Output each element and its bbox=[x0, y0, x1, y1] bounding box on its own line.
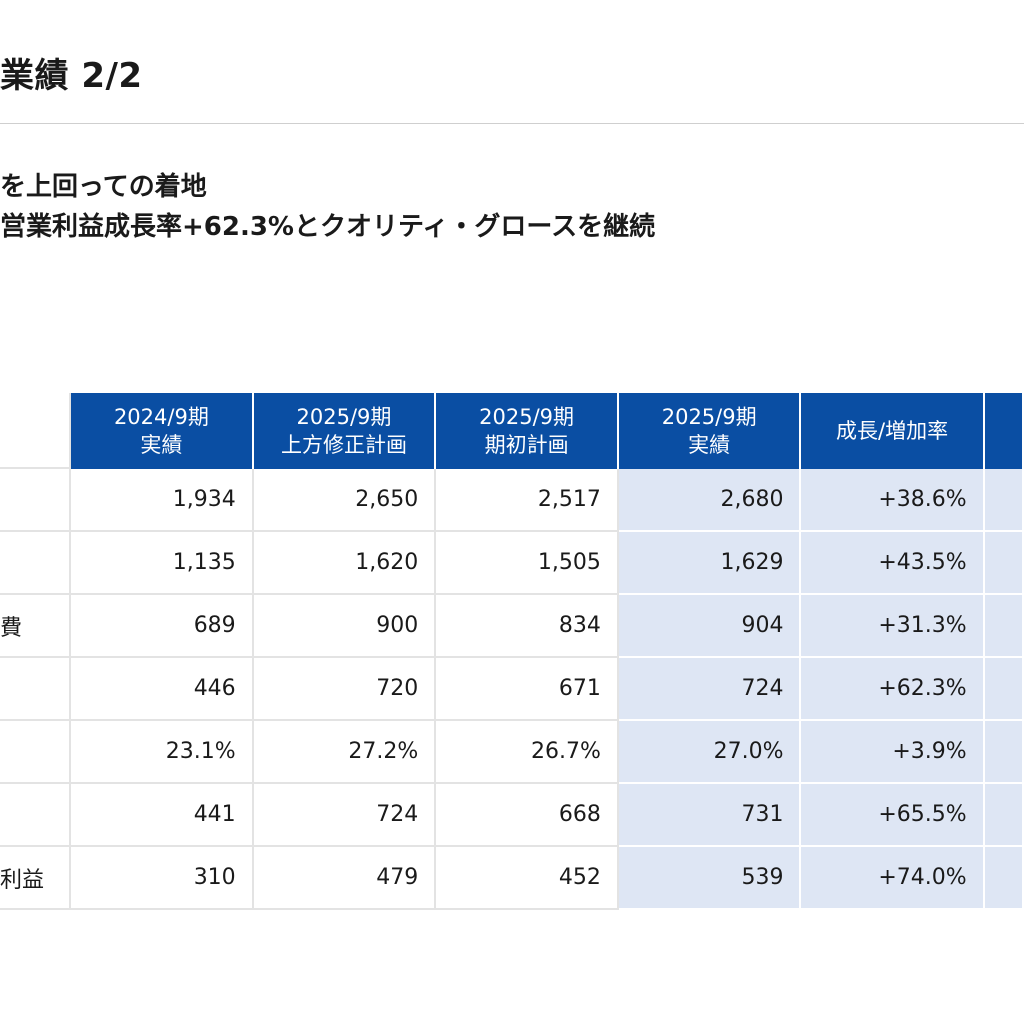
row-label bbox=[0, 532, 72, 595]
title-divider bbox=[0, 123, 1024, 124]
table-cell-actual: 1,629 bbox=[618, 532, 802, 595]
table-cell: 834 bbox=[436, 595, 619, 658]
table-cell-actual: 731 bbox=[618, 784, 802, 847]
header-line: 実績 bbox=[688, 433, 731, 457]
table-cell: 689 bbox=[71, 595, 254, 658]
table-cell: 441 bbox=[71, 784, 254, 847]
table-row: 1,934 2,650 2,517 2,680 +38.6% bbox=[0, 469, 1024, 532]
table-cell bbox=[984, 721, 1024, 784]
header-2025-actual: 2025/9期 実績 bbox=[618, 393, 802, 469]
row-label bbox=[0, 784, 72, 847]
table-cell-actual: 2,680 bbox=[618, 469, 802, 532]
header-line: 2025/9期 bbox=[479, 405, 575, 429]
table-cell-growth: +74.0% bbox=[801, 847, 985, 910]
table-cell: 26.7% bbox=[436, 721, 619, 784]
table-cell bbox=[984, 784, 1024, 847]
row-label bbox=[0, 469, 72, 532]
header-line: 成長/増加率 bbox=[836, 419, 949, 443]
page-title: 業績 2/2 bbox=[0, 56, 143, 96]
table-cell: 1,620 bbox=[253, 532, 437, 595]
table-cell: 1,135 bbox=[71, 532, 254, 595]
table-cell-growth: +38.6% bbox=[801, 469, 985, 532]
table-cell: 452 bbox=[436, 847, 619, 910]
header-2025-initial-plan: 2025/9期 期初計画 bbox=[436, 393, 619, 469]
table-cell-growth: +43.5% bbox=[801, 532, 985, 595]
header-growth-rate: 成長/増加率 bbox=[801, 393, 985, 469]
table-cell bbox=[984, 532, 1024, 595]
table-cell: 671 bbox=[436, 658, 619, 721]
row-label: 費 bbox=[0, 595, 72, 658]
header-label-cell bbox=[0, 393, 72, 469]
table-cell-actual: 724 bbox=[618, 658, 802, 721]
table-cell bbox=[984, 595, 1024, 658]
table-cell-actual: 904 bbox=[618, 595, 802, 658]
table-cell: 1,934 bbox=[71, 469, 254, 532]
header-line: 期初計画 bbox=[484, 433, 569, 457]
header-line: 2024/9期 bbox=[113, 405, 209, 429]
table-cell: 23.1% bbox=[71, 721, 254, 784]
results-table: 2024/9期 実績 2025/9期 上方修正計画 2025/9期 期初計画 2… bbox=[0, 393, 1024, 910]
row-label: 利益 bbox=[0, 847, 72, 910]
table-cell: 900 bbox=[253, 595, 437, 658]
lead-line-1: を上回っての着地 bbox=[0, 172, 207, 202]
table-row: 441 724 668 731 +65.5% bbox=[0, 784, 1024, 847]
table-row: 23.1% 27.2% 26.7% 27.0% +3.9% bbox=[0, 721, 1024, 784]
lead-line-2: 営業利益成長率+62.3%とクオリティ・グロースを継続 bbox=[0, 212, 656, 242]
table-cell bbox=[984, 847, 1024, 910]
table-cell: 2,517 bbox=[436, 469, 619, 532]
table-cell: 446 bbox=[71, 658, 254, 721]
header-line: 2025/9期 bbox=[296, 405, 392, 429]
table-cell: 724 bbox=[253, 784, 437, 847]
table-cell: 668 bbox=[436, 784, 619, 847]
table-cell-growth: +31.3% bbox=[801, 595, 985, 658]
table-cell-growth: +62.3% bbox=[801, 658, 985, 721]
table-row: 利益 310 479 452 539 +74.0% bbox=[0, 847, 1024, 910]
table-header-row: 2024/9期 実績 2025/9期 上方修正計画 2025/9期 期初計画 2… bbox=[0, 393, 1024, 469]
table-row: 446 720 671 724 +62.3% bbox=[0, 658, 1024, 721]
table-cell-growth: +65.5% bbox=[801, 784, 985, 847]
table-cell bbox=[984, 658, 1024, 721]
table-cell-actual: 27.0% bbox=[618, 721, 802, 784]
header-line: 上方修正計画 bbox=[280, 433, 407, 457]
table-cell: 310 bbox=[71, 847, 254, 910]
header-line: 2025/9期 bbox=[661, 405, 757, 429]
table-cell-actual: 539 bbox=[618, 847, 802, 910]
row-label bbox=[0, 658, 72, 721]
table-cell: 479 bbox=[253, 847, 437, 910]
row-label bbox=[0, 721, 72, 784]
table-cell: 720 bbox=[253, 658, 437, 721]
table-cell bbox=[984, 469, 1024, 532]
table-row: 1,135 1,620 1,505 1,629 +43.5% bbox=[0, 532, 1024, 595]
table-cell-growth: +3.9% bbox=[801, 721, 985, 784]
table-cell: 1,505 bbox=[436, 532, 619, 595]
header-cut-off bbox=[984, 393, 1024, 469]
table-row: 費 689 900 834 904 +31.3% bbox=[0, 595, 1024, 658]
header-line: 実績 bbox=[140, 433, 183, 457]
table-cell: 27.2% bbox=[253, 721, 437, 784]
table-cell: 2,650 bbox=[253, 469, 437, 532]
header-2024-actual: 2024/9期 実績 bbox=[71, 393, 254, 469]
header-2025-revised-plan: 2025/9期 上方修正計画 bbox=[253, 393, 437, 469]
